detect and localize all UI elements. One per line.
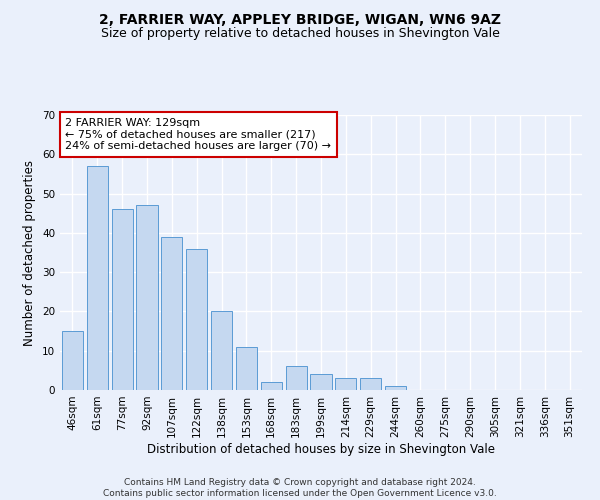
Text: Size of property relative to detached houses in Shevington Vale: Size of property relative to detached ho… <box>101 28 499 40</box>
Bar <box>211 312 232 390</box>
Bar <box>261 382 282 390</box>
Y-axis label: Number of detached properties: Number of detached properties <box>23 160 37 346</box>
Bar <box>360 378 381 390</box>
Bar <box>236 347 257 390</box>
Bar <box>335 378 356 390</box>
Bar <box>112 210 133 390</box>
Bar <box>286 366 307 390</box>
Bar <box>62 331 83 390</box>
Bar <box>186 248 207 390</box>
Text: 2, FARRIER WAY, APPLEY BRIDGE, WIGAN, WN6 9AZ: 2, FARRIER WAY, APPLEY BRIDGE, WIGAN, WN… <box>99 12 501 26</box>
Bar <box>385 386 406 390</box>
Bar <box>87 166 108 390</box>
Text: Contains HM Land Registry data © Crown copyright and database right 2024.
Contai: Contains HM Land Registry data © Crown c… <box>103 478 497 498</box>
Text: 2 FARRIER WAY: 129sqm
← 75% of detached houses are smaller (217)
24% of semi-det: 2 FARRIER WAY: 129sqm ← 75% of detached … <box>65 118 331 151</box>
Bar <box>310 374 332 390</box>
Bar <box>136 206 158 390</box>
Bar <box>161 237 182 390</box>
X-axis label: Distribution of detached houses by size in Shevington Vale: Distribution of detached houses by size … <box>147 442 495 456</box>
